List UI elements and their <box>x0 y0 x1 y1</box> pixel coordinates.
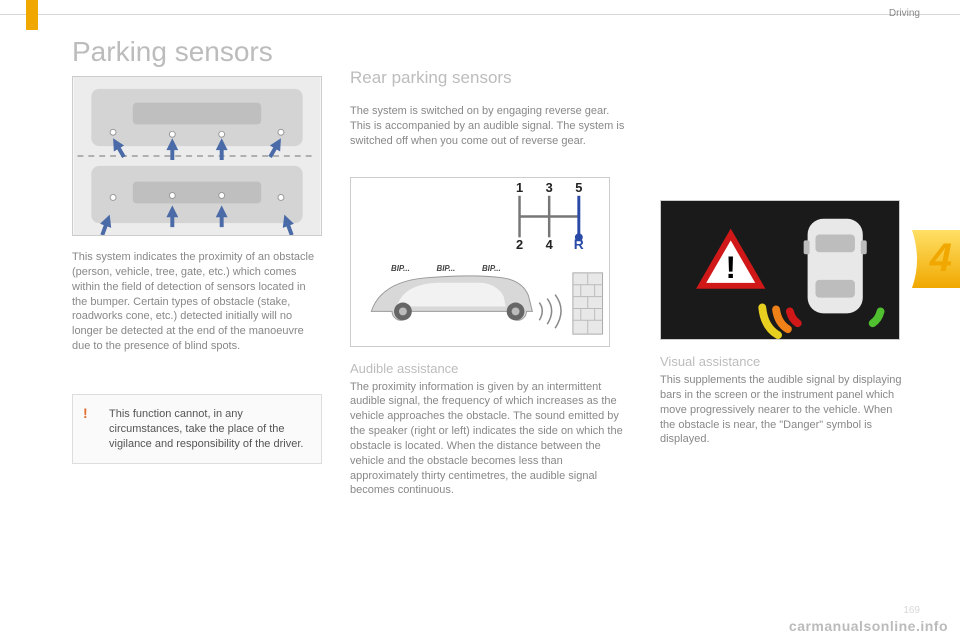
warning-text: This function cannot, in any circumstanc… <box>109 407 309 452</box>
watermark: carmanualsonline.info <box>789 618 948 634</box>
visual-heading: Visual assistance <box>660 354 910 369</box>
visual-text: This supplements the audible signal by d… <box>660 373 910 447</box>
reverse-bip-diagram: 1 3 5 2 4 R BIP... BIP... BIP... <box>350 177 610 347</box>
warning-icon: ! <box>83 405 88 421</box>
audible-heading: Audible assistance <box>350 361 630 376</box>
audible-text: The proximity information is given by an… <box>350 380 630 499</box>
bumper-sensor-diagram <box>72 76 322 236</box>
svg-text:5: 5 <box>575 179 582 194</box>
svg-text:2: 2 <box>516 237 523 252</box>
svg-text:!: ! <box>725 249 736 285</box>
chapter-number: 4 <box>930 236 952 281</box>
section-label: Driving <box>889 8 920 19</box>
warning-callout: ! This function cannot, in any circumsta… <box>72 394 322 465</box>
svg-text:BIP...: BIP... <box>437 263 456 272</box>
svg-text:BIP...: BIP... <box>482 263 501 272</box>
visual-assist-screen: ! <box>660 200 900 340</box>
intro-text: This system indicates the proximity of a… <box>72 250 322 354</box>
page-number: 169 <box>903 605 920 616</box>
rear-sensors-heading: Rear parking sensors <box>350 68 630 88</box>
page-title: Parking sensors <box>72 36 273 68</box>
svg-text:BIP...: BIP... <box>391 263 410 272</box>
svg-text:1: 1 <box>516 179 523 194</box>
accent-bar <box>26 0 38 30</box>
svg-text:4: 4 <box>546 237 554 252</box>
svg-text:3: 3 <box>546 179 553 194</box>
rear-sensors-lead: The system is switched on by engaging re… <box>350 104 630 149</box>
header-line <box>0 14 960 15</box>
